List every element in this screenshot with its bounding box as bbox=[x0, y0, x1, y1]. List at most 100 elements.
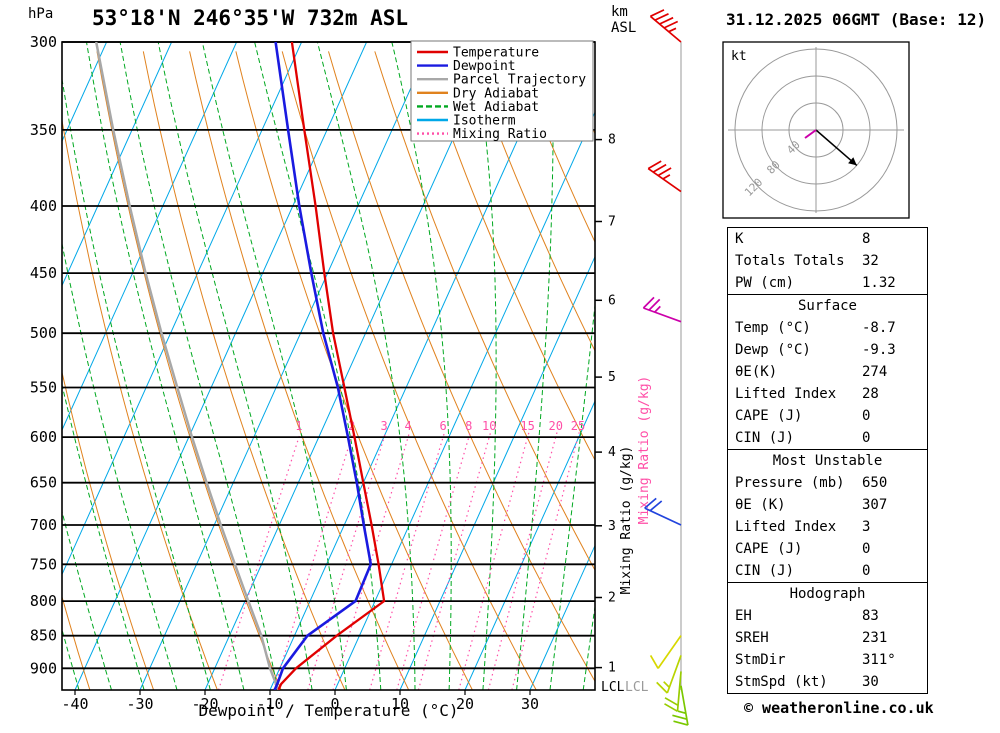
table-row: SREH 231 bbox=[728, 627, 927, 649]
pressure-tick-label: 650 bbox=[30, 474, 57, 492]
hodograph-unit-label: kt bbox=[731, 49, 747, 64]
wind-barb-column bbox=[642, 9, 689, 726]
svg-text:8: 8 bbox=[465, 419, 472, 433]
altitude-tick-label: 4 bbox=[608, 445, 616, 460]
table-row-value: 274 bbox=[862, 364, 888, 380]
pressure-tick-label: 350 bbox=[30, 121, 57, 139]
mixing-ratio-axis-label-pink: Mixing Ratio (g/kg) bbox=[637, 376, 652, 525]
table-row: CIN (J) 0 bbox=[728, 427, 927, 449]
isotherm-lines bbox=[62, 42, 595, 690]
table-row-value: -9.3 bbox=[862, 342, 896, 358]
table-row-label: θE (K) bbox=[735, 497, 786, 513]
table-row: StmDir 311° bbox=[728, 649, 927, 671]
hodograph-trace bbox=[804, 129, 817, 139]
table-row: CIN (J) 0 bbox=[728, 560, 927, 582]
legend-item-label: Dry Adiabat bbox=[453, 86, 539, 101]
table-row-value: -8.7 bbox=[862, 320, 896, 336]
svg-text:20: 20 bbox=[548, 419, 562, 433]
altitude-tick-label: 2 bbox=[608, 591, 616, 606]
table-row: CAPE (J) 0 bbox=[728, 538, 927, 560]
table-section-hodograph: Hodograph EH 83 SREH 231 StmDir 311° StmSpd (kt… bbox=[727, 582, 928, 694]
svg-text:10: 10 bbox=[482, 419, 496, 433]
altitude-tick-label: 1 bbox=[608, 661, 616, 676]
table-row-label: K bbox=[735, 231, 744, 247]
svg-text:6: 6 bbox=[439, 419, 446, 433]
pressure-tick-label: 500 bbox=[30, 324, 57, 342]
indices-table: K 8 Totals Totals 32 PW (cm) 1.32 Surface Temp … bbox=[727, 227, 928, 694]
table-row-label: Lifted Index bbox=[735, 519, 837, 535]
wind-barb bbox=[647, 160, 682, 193]
wind-barb bbox=[672, 685, 689, 726]
table-section-title: Most Unstable bbox=[772, 453, 883, 469]
temperature-tick-label: -40 bbox=[61, 695, 88, 713]
temperature-tick-label: 30 bbox=[521, 695, 539, 713]
table-row-value: 0 bbox=[862, 541, 871, 557]
mixing-ratio-axis-label: Mixing Ratio (g/kg) bbox=[619, 446, 634, 595]
wind-barb bbox=[644, 497, 682, 526]
pressure-gridlines: 300 350 400 450 500 550 600 650 700 750 800 850 900 bbox=[30, 33, 595, 677]
svg-text:3: 3 bbox=[380, 419, 387, 433]
table-section-title: Surface bbox=[797, 298, 857, 314]
table-row-value: 83 bbox=[862, 608, 879, 624]
temperature-tick-label: -30 bbox=[126, 695, 153, 713]
table-section-most-unstable: Most Unstable Pressure (mb) 650 θE (K) 307 Li… bbox=[727, 449, 928, 583]
pressure-tick-label: 550 bbox=[30, 379, 57, 397]
lcl-marker: LCL bbox=[601, 680, 625, 695]
legend-item-label: Mixing Ratio bbox=[453, 127, 547, 142]
table-row: PW (cm) 1.32 bbox=[728, 272, 927, 294]
table-row-label: CAPE (J) bbox=[735, 408, 803, 424]
pressure-tick-label: 700 bbox=[30, 516, 57, 534]
temperature-tick-label: 10 bbox=[391, 695, 409, 713]
altitude-tick-label: 6 bbox=[608, 293, 616, 308]
table-section-title: Hodograph bbox=[789, 586, 866, 602]
table-row-value: 0 bbox=[862, 430, 871, 446]
table-row-value: 231 bbox=[862, 630, 888, 646]
legend-item-label: Wet Adiabat bbox=[453, 100, 539, 115]
altitude-tick-label: 8 bbox=[608, 133, 616, 148]
table-row-label: Temp (°C) bbox=[735, 320, 811, 336]
table-row-value: 311° bbox=[862, 652, 896, 668]
table-row: θE(K) 274 bbox=[728, 361, 927, 383]
table-row-label: StmDir bbox=[735, 652, 786, 668]
pressure-tick-label: 600 bbox=[30, 428, 57, 446]
wind-barb bbox=[649, 635, 682, 669]
pressure-tick-label: 750 bbox=[30, 555, 57, 573]
table-row-label: EH bbox=[735, 608, 752, 624]
hodograph-ring bbox=[734, 48, 898, 212]
table-row: StmSpd (kt) 30 bbox=[728, 671, 927, 693]
lcl-marker-secondary: LCL bbox=[625, 680, 649, 695]
temperature-tick-label: 20 bbox=[456, 695, 474, 713]
table-row-value: 30 bbox=[862, 674, 879, 690]
plot-frame bbox=[61, 41, 596, 691]
temperature-tick-label: -10 bbox=[256, 695, 283, 713]
table-row-label: Totals Totals bbox=[735, 253, 845, 269]
table-row-value: 0 bbox=[862, 563, 871, 579]
table-row-label: CIN (J) bbox=[735, 563, 795, 579]
table-row-label: CIN (J) bbox=[735, 430, 795, 446]
pressure-tick-label: 400 bbox=[30, 197, 57, 215]
legend-frame bbox=[410, 40, 594, 142]
table-row-value: 32 bbox=[862, 253, 879, 269]
wet-adiabat-lines bbox=[62, 42, 595, 690]
table-row-label: Lifted Index bbox=[735, 386, 837, 402]
wind-barb bbox=[642, 296, 682, 323]
altitude-axis-unit-label: km ASL bbox=[611, 4, 637, 36]
table-row: Totals Totals 32 bbox=[728, 250, 927, 272]
pressure-tick-label: 300 bbox=[30, 33, 57, 51]
storm-motion-arrow bbox=[815, 129, 858, 166]
table-row-value: 650 bbox=[862, 475, 888, 491]
station-title: 53°18'N 246°35'W 732m ASL bbox=[92, 6, 409, 30]
table-row-value: 1.32 bbox=[862, 275, 896, 291]
table-row-value: 0 bbox=[862, 408, 871, 424]
storm-motion-arrowhead bbox=[848, 157, 857, 166]
legend-item-label: Isotherm bbox=[453, 114, 516, 129]
run-datetime-title: 31.12.2025 06GMT (Base: 12) bbox=[726, 10, 987, 29]
wind-barb bbox=[664, 671, 682, 713]
table-row: Dewp (°C) -9.3 bbox=[728, 339, 927, 361]
table-row-value: 307 bbox=[862, 497, 888, 513]
legend-item-label: Parcel Trajectory bbox=[453, 73, 586, 88]
